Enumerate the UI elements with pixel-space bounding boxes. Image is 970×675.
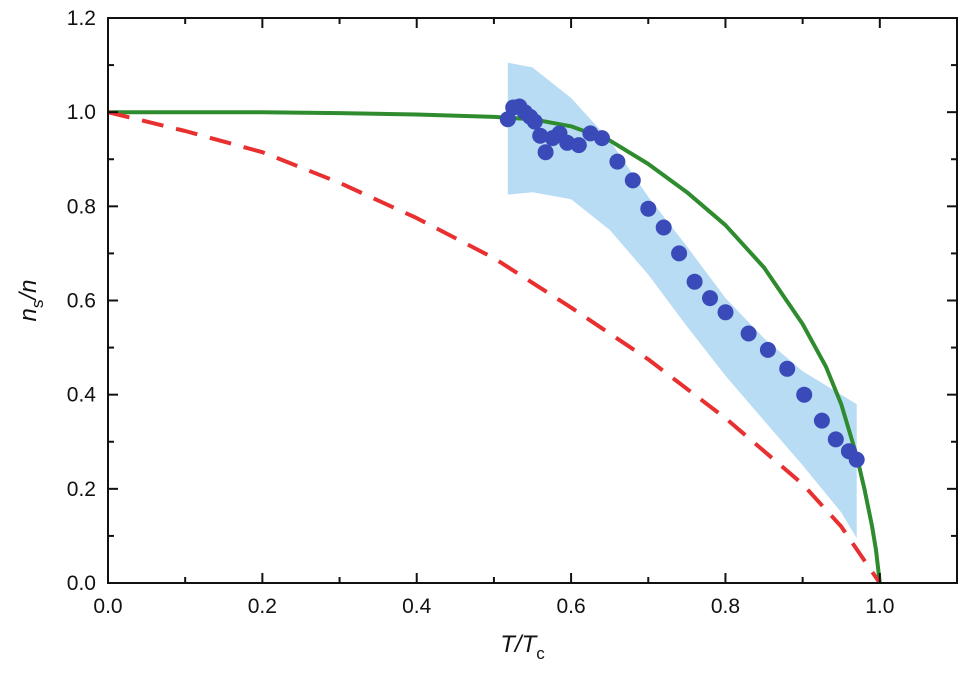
confidence-band-layer [507,62,857,539]
y-axis-label: ns/n [15,280,47,322]
data-point [532,127,549,144]
y-axis-label-post: /n [15,280,42,302]
y-axis-label-sub: s [28,300,47,309]
x-tick-label: 0.0 [93,595,122,618]
data-point [813,412,830,429]
lines-layer [107,110,882,585]
data-point [640,200,657,217]
x-axis-label-main: T/T [500,631,538,658]
y-tick-label: 1.2 [67,7,96,30]
data-point [594,130,610,147]
y-tick-label: 0.6 [67,290,96,313]
data-point [717,304,734,321]
dashed-series-line [107,110,882,585]
x-axis-label: T/Tc [500,631,545,663]
x-tick-label: 0.4 [402,595,432,618]
y-tick-label: 0.4 [67,384,97,407]
data-point [570,137,587,154]
data-point [702,290,718,307]
solid-series-line [108,110,882,584]
data-point [537,144,554,161]
data-point [686,273,703,290]
confidence-band [507,62,857,539]
data-point [609,153,626,170]
tick-labels-layer: 0.0 0.2 0.4 0.6 0.8 1.0 0.0 0.2 0.4 0.6 0.8 1.0 1.2 [67,7,895,618]
y-axis-label-pre: n [15,308,42,321]
x-tick-label: 0.6 [556,595,585,618]
y-tick-label: 0.0 [67,572,96,595]
data-point [848,451,865,468]
y-tick-label: 0.2 [67,478,96,501]
x-tick-label: 0.8 [711,595,740,618]
data-point [671,245,688,262]
x-tick-label: 0.2 [248,595,277,618]
data-point [827,431,844,448]
data-point [796,386,813,403]
y-tick-label: 0.8 [67,195,96,218]
ticks-layer [107,17,958,584]
data-point [740,325,757,342]
data-point [655,219,672,236]
x-tick-label: 1.0 [865,595,894,618]
points-layer [499,98,865,468]
data-point [759,341,776,358]
y-tick-label: 1.0 [67,101,96,124]
data-point [779,360,796,377]
data-point [624,172,641,189]
x-axis-label-sub: c [536,644,545,663]
data-point [526,113,543,130]
